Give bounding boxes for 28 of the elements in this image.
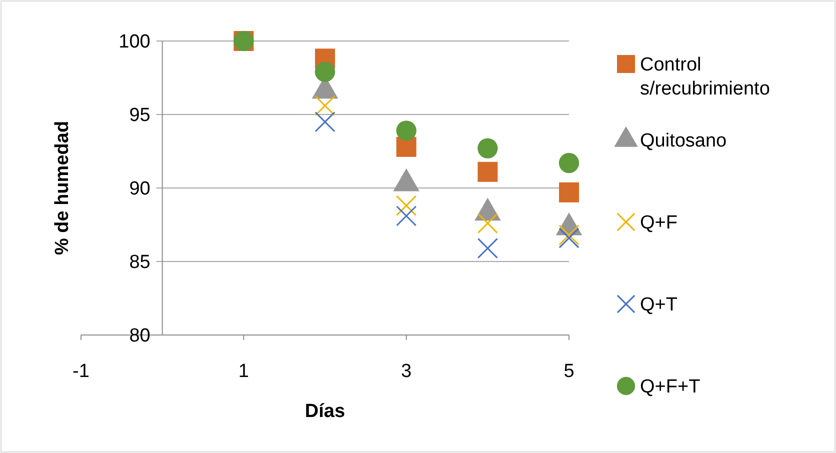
point	[314, 112, 336, 132]
x-tick-label: 3	[401, 361, 412, 382]
legend-label: Quitosano	[640, 130, 727, 152]
point	[478, 138, 498, 158]
point	[396, 120, 416, 141]
legend-label: Q+T	[640, 294, 678, 316]
point	[477, 238, 498, 259]
y-tick-label: 100	[118, 32, 150, 53]
y-axis-title: % de humedad	[52, 120, 73, 256]
legend-label: Control s/recubrimiento	[640, 54, 770, 100]
point	[477, 212, 498, 234]
point	[314, 95, 336, 116]
x-tick-label: -1	[72, 361, 90, 382]
x-axis-title: Días	[304, 401, 346, 422]
y-tick-label: 80	[129, 326, 150, 347]
point	[558, 152, 580, 174]
point	[396, 195, 417, 216]
x-tick-label: 5	[564, 361, 574, 382]
point	[478, 162, 498, 182]
legend-label: Q+F	[640, 212, 678, 234]
point	[559, 182, 579, 202]
point	[314, 62, 336, 82]
legend-label: Q+F+T	[640, 376, 701, 398]
x-tick-label: 1	[238, 361, 249, 382]
y-tick-label: 90	[129, 178, 150, 200]
y-tick-label: 95	[129, 105, 150, 126]
y-tick-label: 85	[129, 252, 150, 274]
point	[396, 206, 417, 226]
